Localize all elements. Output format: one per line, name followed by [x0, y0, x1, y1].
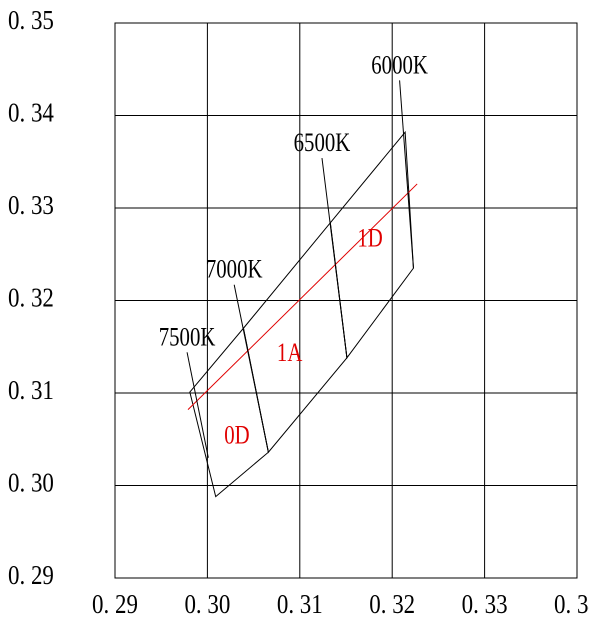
isotherm-leader: [233, 284, 269, 453]
bin-label: 1D: [357, 224, 382, 253]
isotherm-leader: [399, 80, 414, 269]
y-tick-label: 0. 34: [8, 99, 54, 128]
y-tick-label: 0. 32: [8, 284, 54, 313]
bin-label: 0D: [224, 421, 249, 450]
isotherm-label: 6500K: [294, 129, 351, 158]
x-tick-label: 0. 29: [92, 591, 138, 620]
y-tick-label: 0. 35: [8, 7, 54, 36]
isotherm-label: 6000K: [371, 51, 428, 80]
x-tick-label: 0. 33: [462, 591, 508, 620]
isotherm-leader: [186, 352, 209, 458]
bin-label: 1A: [277, 339, 302, 368]
isotherm-label: 7500K: [159, 323, 216, 352]
x-tick-label: 0. 31: [277, 591, 323, 620]
isotherm-leader: [321, 157, 348, 358]
isotherm-label: 7000K: [206, 256, 263, 285]
y-tick-label: 0. 30: [8, 469, 54, 498]
x-tick-label: 0. 30: [184, 591, 230, 620]
y-tick-label: 0. 31: [8, 377, 54, 406]
y-tick-label: 0. 33: [8, 192, 54, 221]
x-tick-label: 0. 34: [554, 591, 589, 620]
locus-line: [187, 183, 418, 411]
bin: [189, 327, 269, 498]
x-tick-label: 0. 32: [369, 591, 415, 620]
y-tick-label: 0. 29: [8, 562, 54, 591]
